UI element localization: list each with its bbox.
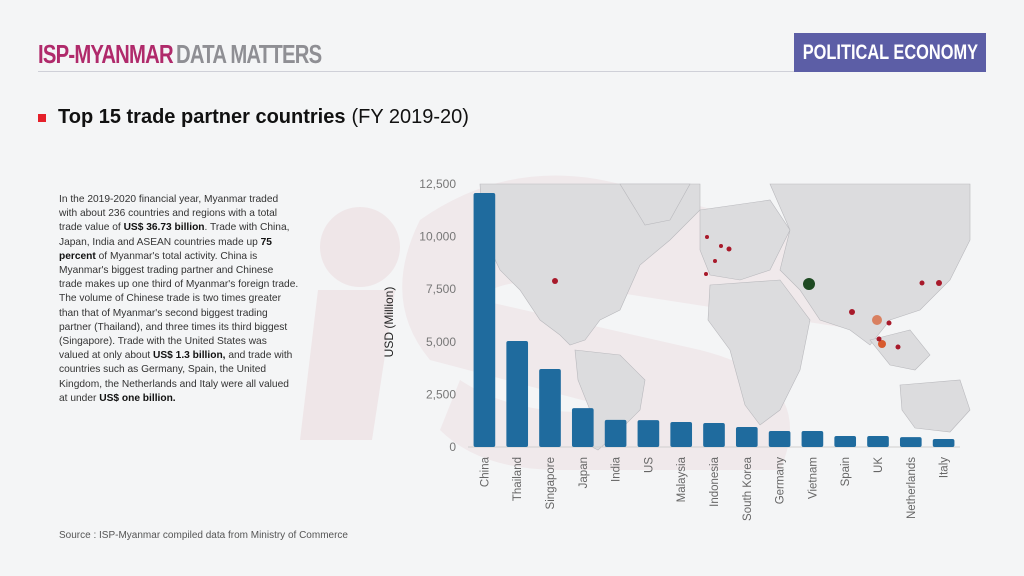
y-tick-label: 10,000 xyxy=(419,230,456,244)
desc-text-2: . Trade with China, Japan, India and ASE… xyxy=(59,222,290,248)
map-australia xyxy=(899,379,971,433)
map-dot-germany xyxy=(726,246,732,252)
title-main: Top 15 trade partner countries xyxy=(58,106,346,128)
bar-japan xyxy=(571,408,594,447)
map-africa xyxy=(707,279,811,426)
bar-italy xyxy=(932,439,955,447)
bar-us xyxy=(637,420,660,447)
x-tick-label: Thailand xyxy=(512,457,524,501)
x-tick-label: Indonesia xyxy=(709,456,721,506)
map-europe xyxy=(699,199,791,281)
bar-vietnam xyxy=(801,431,824,447)
x-axis-labels: China Thailand Singapore Japan India US Malays… xyxy=(479,456,950,521)
y-tick-label: 5,000 xyxy=(426,335,456,349)
desc-text-4: and trade with countries such as Germany… xyxy=(59,350,293,404)
desc-bold-percent: 75 percent xyxy=(59,236,272,262)
map-dot-india xyxy=(849,309,855,315)
source-note: Source : ISP-Myanmar compiled data from … xyxy=(59,530,348,541)
section-badge-label: POLITICAL ECONOMY xyxy=(802,40,978,64)
map-dot-indonesia xyxy=(895,344,901,350)
x-tick-label: South Korea xyxy=(742,456,754,521)
map-dot-thailand xyxy=(872,315,882,325)
brand-secondary: DATA MATTERS xyxy=(176,39,322,69)
y-tick-label: 2,500 xyxy=(426,387,456,401)
desc-text-1: In the 2019-2020 financial year, Myanmar… xyxy=(59,194,279,234)
x-tick-label: UK xyxy=(873,457,885,473)
map-dot-singapore xyxy=(878,340,886,348)
page-title: Top 15 trade partner countries (FY 2019-… xyxy=(38,106,469,129)
desc-bold-total: US$ 36.73 billion xyxy=(123,222,205,234)
x-tick-label: Vietnam xyxy=(807,457,819,499)
bar-india xyxy=(604,419,627,447)
map-dot-us xyxy=(552,278,558,284)
desc-bold-billion: US$ one billion. xyxy=(99,392,176,404)
x-tick-label: Singapore xyxy=(545,457,557,509)
map-southeast-asia xyxy=(869,329,931,371)
bar-spain xyxy=(834,436,857,447)
chart-svg: 0 2,500 5,000 7,500 10,000 12,500 China Thaila… xyxy=(382,177,971,521)
bar-indonesia xyxy=(703,423,725,447)
bar-uk xyxy=(867,436,889,447)
x-tick-label: India xyxy=(611,456,623,482)
map-dot-japan xyxy=(936,280,942,286)
bar-south-korea xyxy=(735,427,758,447)
bars xyxy=(473,193,955,447)
bar-chart: 0 2,500 5,000 7,500 10,000 12,500 China Thaila… xyxy=(370,170,990,550)
title-bullet-icon xyxy=(38,113,46,122)
y-tick-label: 12,500 xyxy=(419,177,456,191)
desc-text-3: of Myanmar's total activity. China is My… xyxy=(59,250,299,362)
map-dot-vietnam xyxy=(886,320,892,326)
brand-logo: ISP-MYANMAR DATA MATTERS xyxy=(38,39,322,70)
map-dot-france xyxy=(713,259,717,263)
desc-bold-us: US$ 1.3 billion, xyxy=(153,350,226,362)
map-dot-south-korea xyxy=(919,280,925,286)
section-badge: POLITICAL ECONOMY xyxy=(794,33,986,72)
bar-china xyxy=(473,193,496,447)
y-tick-label: 7,500 xyxy=(426,282,456,296)
bar-singapore xyxy=(539,368,561,447)
bar-germany xyxy=(768,431,791,447)
y-tick-label: 0 xyxy=(449,440,456,454)
y-axis-title: USD (Million) xyxy=(382,287,396,358)
bar-netherlands xyxy=(899,437,922,447)
map-dot-china xyxy=(803,278,815,290)
x-tick-label: Italy xyxy=(939,457,951,478)
map-dot-netherlands xyxy=(719,244,723,248)
x-tick-label: Spain xyxy=(840,457,852,486)
title-period: (FY 2019-20) xyxy=(351,106,469,128)
bar-malaysia xyxy=(670,421,693,447)
brand-primary: ISP-MYANMAR xyxy=(38,39,174,69)
x-tick-label: China xyxy=(479,456,491,487)
x-tick-label: Japan xyxy=(578,457,590,488)
map-greenland xyxy=(619,183,691,226)
map-dot-spain xyxy=(704,272,708,276)
map-dot-malaysia xyxy=(876,336,882,342)
x-tick-label: Germany xyxy=(775,457,787,505)
x-tick-label: US xyxy=(643,457,655,473)
x-tick-label: Netherlands xyxy=(906,457,918,519)
map-dot-uk xyxy=(705,235,709,239)
bar-thailand xyxy=(506,340,529,447)
header-divider xyxy=(38,71,794,72)
map-asia xyxy=(769,183,971,346)
x-tick-label: Malaysia xyxy=(676,456,688,502)
description-text: In the 2019-2020 financial year, Myanmar… xyxy=(59,193,299,406)
